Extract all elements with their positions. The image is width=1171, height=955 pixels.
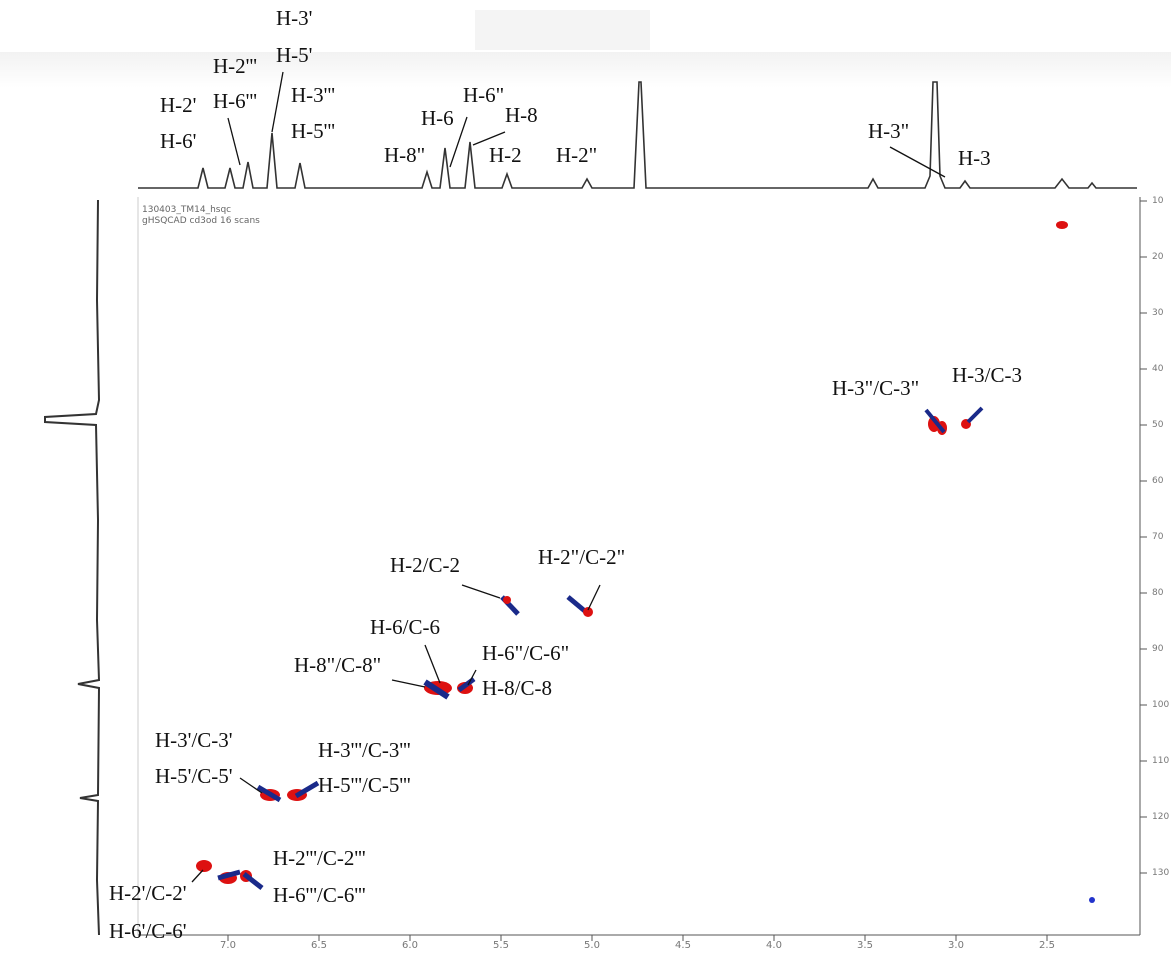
y-tick-label: 90 [1152, 644, 1164, 654]
y-tick-label: 60 [1152, 476, 1164, 486]
y-tick-label: 100 [1152, 700, 1170, 710]
x-tick-label: 5.5 [493, 940, 509, 951]
x-tick-label: 3.0 [948, 940, 964, 951]
cross-peak-label: H-8/C-8 [482, 676, 552, 700]
cross-peak-label: H-3'''/C-3''' [318, 738, 411, 762]
proton-label: H-5' [276, 43, 313, 67]
proton-label: H-6 [421, 106, 454, 130]
carbon-spectrum [44, 199, 101, 936]
x-tick-label: 2.5 [1039, 940, 1055, 951]
cross-peak-label: H-5'/C-5' [155, 764, 233, 788]
cross-peak-label: H-3'/C-3' [155, 728, 233, 752]
background-band [0, 52, 1171, 88]
cross-peak-label: H-2'''/C-2''' [273, 846, 366, 870]
x-tick-label: 6.0 [402, 940, 418, 951]
y-tick-label: 70 [1152, 532, 1164, 542]
cross-peak-label: H-6/C-6 [370, 615, 440, 639]
cross-peak-label: H-3"/C-3" [832, 376, 920, 400]
proton-label: H-6" [463, 83, 505, 107]
experiment: gHSQCAD cd3od 16 scans [142, 216, 260, 226]
proton-label: H-2''' [213, 54, 258, 78]
y-tick-label: 110 [1152, 756, 1170, 766]
proton-label: H-3" [868, 119, 910, 143]
x-tick-label: 6.5 [311, 940, 327, 951]
pointer-lines [191, 71, 946, 883]
cross-peak-label: H-8"/C-8" [294, 653, 382, 677]
y-tick-label: 120 [1152, 812, 1170, 822]
cross-peak-label: H-6"/C-6" [482, 641, 570, 665]
file-name: 130403_TM14_hsqc [142, 205, 232, 215]
proton-label: H-2 [489, 143, 522, 167]
cross-peak-label: H-2/C-2 [390, 553, 460, 577]
x-tick-label: 4.5 [675, 940, 691, 951]
proton-label: H-3 [958, 146, 991, 170]
cross-peak-label: H-6'''/C-6''' [273, 883, 366, 907]
proton-label: H-6' [160, 129, 197, 153]
x-tick-label: 4.0 [766, 940, 782, 951]
proton-label: H-8" [384, 143, 426, 167]
cross-peak-label: H-6'/C-6' [109, 919, 187, 943]
y-tick-label: 40 [1152, 364, 1164, 374]
proton-label: H-2" [556, 143, 598, 167]
proton-label: H-8 [505, 103, 538, 127]
proton-label: H-3''' [291, 83, 336, 107]
cross-peak-label: H-3/C-3 [952, 363, 1022, 387]
x-tick-label: 5.0 [584, 940, 600, 951]
x-tick-label: 3.5 [857, 940, 873, 951]
x-tick-label: 7.0 [220, 940, 236, 951]
proton-label: H-3' [276, 6, 313, 30]
cross-peak-label: H-2"/C-2" [538, 545, 626, 569]
y-tick-label: 130 [1152, 868, 1170, 878]
y-tick-label: 30 [1152, 308, 1164, 318]
cross-peak-label: H-5'''/C-5''' [318, 773, 411, 797]
proton-label: H-6''' [213, 89, 258, 113]
cross-peaks [196, 221, 1095, 903]
background-patch [475, 10, 650, 50]
y-tick-label: 10 [1152, 196, 1164, 206]
plot-frame [137, 197, 1140, 936]
y-tick-label: 50 [1152, 420, 1164, 430]
y-tick-label: 80 [1152, 588, 1164, 598]
proton-label: H-5''' [291, 119, 336, 143]
cross-peak-label: H-2'/C-2' [109, 881, 187, 905]
proton-spectrum [138, 81, 1137, 189]
proton-label: H-2' [160, 93, 197, 117]
y-tick-label: 20 [1152, 252, 1164, 262]
